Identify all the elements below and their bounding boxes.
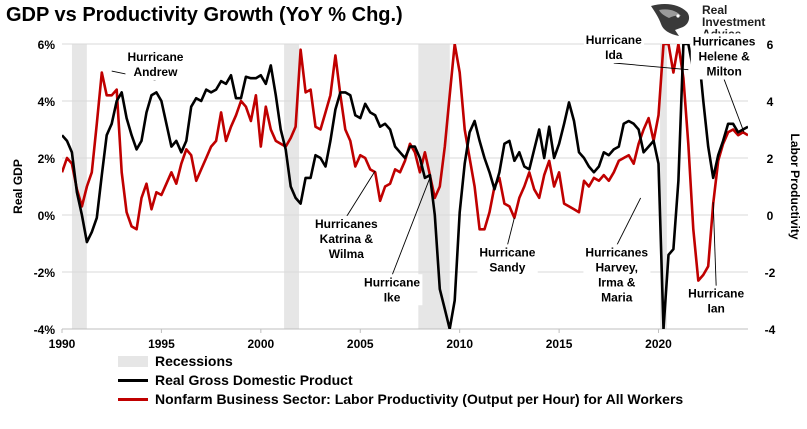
- axes: -4% -4 -2% -2 0% 0 2% 2 4% 4 6% 6 1990 1995 2000 2005 20…: [11, 38, 802, 350]
- annotation-hurricanes-harvey-irma-maria-leader: [616, 197, 642, 246]
- annotation-hurricane-ida-bg: [583, 32, 645, 63]
- recession-band-0: [71, 44, 87, 329]
- legend-label-productivity: Nonfarm Business Sector: Labor Productiv…: [155, 391, 684, 407]
- eagle-head-icon: [651, 4, 690, 36]
- annotation-hurricanes-helene-milton: Hurricanes Helene & Milton: [693, 34, 756, 78]
- y-tick-left-0: -4%: [34, 323, 56, 337]
- annotation-hurricanes-helene-milton-bg: [690, 33, 758, 80]
- y-tick-left-2: 0%: [38, 209, 56, 223]
- chart-plot: -4% -4 -2% -2 0% 0 2% 2 4% 4 6% 6 1990 1995 2000 2005 20…: [11, 32, 802, 350]
- annotation-hurricane-ike-bg: [362, 274, 423, 306]
- y-tick-right-3: 2: [767, 152, 774, 166]
- y-tick-left-4: 4%: [38, 95, 56, 109]
- y-axis-label-left: Real GDP: [11, 159, 25, 214]
- annotations: Hurricane Andrew Hurricanes Katrina & Wilma H…: [111, 32, 758, 317]
- y-tick-right-2: 0: [767, 209, 774, 223]
- chart-title: GDP vs Productivity Growth (YoY % Chg.): [6, 4, 403, 26]
- annotation-hurricane-ian-leader: [712, 202, 717, 287]
- annotation-hurricane-ike: Hurricane Ike: [364, 275, 420, 304]
- legend-swatch-recessions: [118, 356, 148, 367]
- x-tick-label-0: 1990: [49, 337, 76, 350]
- series-line-gdp: [62, 44, 748, 329]
- annotation-hurricane-ike-leader: [391, 177, 431, 276]
- annotation-hurricane-ida-leader: [613, 62, 689, 71]
- x-tick-label-1: 1995: [148, 337, 175, 350]
- x-tick-label-5: 2015: [546, 337, 573, 350]
- annotation-hurricanes-katrina-wilma: Hurricanes Katrina & Wilma: [315, 217, 378, 261]
- logo-line-2: Investment: [702, 15, 766, 29]
- x-tick-label-2: 2000: [247, 337, 274, 350]
- annotation-hurricanes-katrina-wilma-bg: [312, 215, 381, 262]
- y-axis-label-right: Labor Productivity: [788, 133, 802, 239]
- annotation-hurricanes-katrina-wilma-leader: [345, 170, 376, 218]
- x-tick-label-6: 2020: [645, 337, 672, 350]
- annotation-hurricanes-harvey-irma-maria-bg: [583, 244, 651, 306]
- logo-line-1: Real: [702, 3, 728, 17]
- y-tick-right-4: 4: [767, 95, 774, 109]
- annotation-hurricane-sandy: Hurricane Sandy: [479, 245, 535, 274]
- annotation-hurricane-ida: Hurricane Ida: [586, 33, 642, 62]
- annotation-hurricanes-harvey-irma-maria: Hurricanes Harvey, Irma & Maria: [585, 245, 648, 304]
- x-tick-label-4: 2010: [446, 337, 473, 350]
- y-tick-right-1: -2: [765, 266, 776, 280]
- y-tick-left-3: 2%: [38, 152, 56, 166]
- y-tick-right-5: 6: [767, 38, 774, 52]
- y-tick-right-0: -4: [765, 323, 776, 337]
- legend-swatch-productivity: [118, 398, 148, 401]
- legend-label-gdp: Real Gross Domestic Product: [155, 372, 353, 388]
- annotation-hurricane-andrew: Hurricane Andrew: [127, 50, 183, 79]
- legend-label-recessions: Recessions: [155, 353, 233, 369]
- recession-band-3: [660, 44, 667, 329]
- series-lines: [62, 44, 748, 329]
- x-tick-label-3: 2005: [347, 337, 374, 350]
- y-tick-left-1: -2%: [34, 266, 56, 280]
- annotation-hurricane-ian: Hurricane Ian: [688, 287, 744, 316]
- annotation-hurricane-sandy-leader: [506, 217, 515, 246]
- annotation-hurricanes-helene-milton-leader: [723, 79, 745, 133]
- annotation-hurricane-ian-bg: [686, 285, 747, 317]
- legend-swatch-gdp: [118, 379, 148, 382]
- annotation-hurricane-andrew-bg: [125, 49, 186, 81]
- series-line-productivity: [62, 44, 748, 282]
- annotation-hurricane-sandy-bg: [477, 244, 538, 276]
- recession-band-2: [418, 44, 450, 329]
- y-tick-left-5: 6%: [38, 38, 56, 52]
